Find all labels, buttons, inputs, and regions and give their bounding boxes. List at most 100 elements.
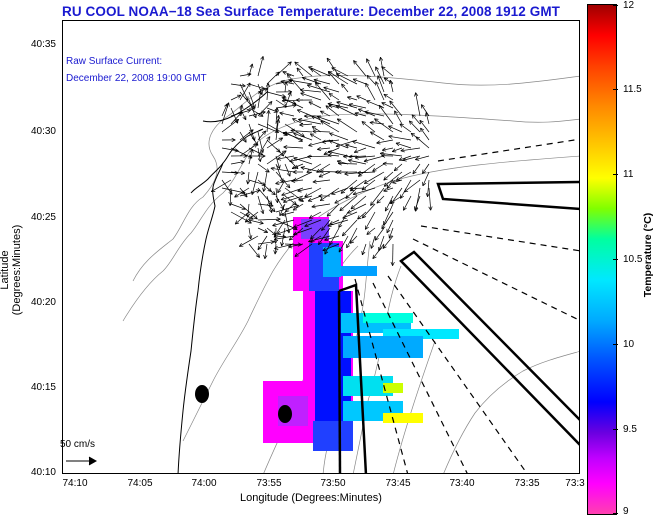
current-vector-icon [261, 153, 266, 157]
current-vector-icon [313, 79, 331, 85]
current-vector-icon [278, 137, 283, 139]
current-vector-icon [379, 153, 384, 156]
current-vector-icon [257, 203, 274, 207]
current-vector-icon [357, 172, 361, 177]
current-vector-icon [280, 199, 286, 201]
current-vector-icon [247, 180, 251, 185]
current-vector-icon [364, 171, 385, 184]
station-marker-icon[interactable] [278, 405, 292, 423]
current-vector-icon [275, 61, 292, 77]
current-vector-icon [273, 250, 276, 255]
current-vector-icon [370, 244, 372, 249]
current-vector-icon [366, 75, 369, 80]
current-vector-icon [247, 109, 251, 113]
current-vector-icon [274, 245, 278, 249]
current-vector-icon [270, 241, 275, 245]
map-canvas[interactable] [63, 21, 580, 474]
current-vector-icon [247, 213, 251, 218]
current-vector-icon [248, 131, 259, 146]
current-vector-icon [255, 215, 258, 220]
current-vector-icon [292, 171, 297, 175]
current-vector-icon [352, 194, 358, 196]
current-vector-icon [324, 237, 328, 241]
current-vector-icon [338, 211, 349, 228]
current-vector-icon [277, 155, 295, 160]
current-vector-icon [361, 243, 367, 256]
current-vector-icon [421, 104, 425, 107]
current-vector-icon [275, 104, 297, 109]
xtick-label: 73:45 [385, 478, 411, 489]
map-area[interactable] [62, 20, 580, 474]
current-vector-icon [349, 235, 358, 244]
current-vector-icon [415, 187, 421, 212]
xtick-label: 74:00 [191, 478, 217, 489]
current-vector-icon [354, 111, 359, 114]
current-vector-icon [345, 143, 350, 146]
current-vector-icon [350, 179, 367, 192]
current-vector-icon [392, 179, 403, 184]
current-vector-icon [281, 96, 286, 99]
current-vector-icon [230, 94, 242, 101]
current-vector-icon [248, 149, 253, 165]
current-vector-icon [366, 100, 385, 109]
current-vector-icon [389, 79, 393, 84]
current-vector-icon [375, 81, 379, 85]
current-vector-icon [383, 171, 403, 187]
current-vector-icon [239, 235, 259, 247]
current-vector-icon [324, 235, 340, 241]
current-vector-icon [317, 146, 321, 150]
current-vector-icon [287, 61, 292, 64]
current-vector-icon [329, 242, 334, 246]
current-vector-icon [361, 121, 364, 126]
current-vector-icon [285, 210, 290, 213]
current-vector-icon [381, 153, 386, 156]
current-vector-icon [324, 251, 329, 255]
current-vector-icon [288, 78, 293, 81]
current-vector-icon [349, 102, 354, 105]
current-vector-icon [392, 179, 396, 184]
current-vector-icon [300, 167, 305, 171]
current-vector-icon [354, 112, 367, 117]
current-vector-icon [292, 104, 297, 108]
current-vector-icon [348, 103, 353, 107]
current-vector-icon [327, 225, 332, 228]
current-vector-icon [234, 196, 239, 198]
xtick-label: 73:40 [449, 478, 475, 489]
colorbar-tick [613, 174, 618, 175]
current-vector-icon [248, 219, 252, 224]
current-vector-icon [400, 147, 421, 152]
current-vector-icon [231, 190, 233, 195]
current-vector-icon [275, 179, 295, 185]
current-vector-icon [307, 156, 312, 159]
current-vector-icon [361, 250, 363, 255]
current-vector-icon [328, 140, 332, 144]
current-vector-icon [275, 107, 278, 125]
current-vector-icon [363, 158, 368, 162]
current-vector-icon [304, 219, 322, 227]
current-vector-icon [379, 151, 385, 154]
current-vector-icon [302, 76, 307, 78]
radar-sectors [337, 138, 579, 473]
current-vector-icon [345, 196, 350, 199]
current-vector-icon [383, 178, 388, 181]
current-vector-icon [304, 187, 322, 198]
current-vector-icon [248, 107, 264, 117]
colorbar-tick [613, 89, 618, 90]
current-vector-icon [310, 68, 314, 73]
current-vector-icon [291, 180, 296, 183]
current-vector-icon [328, 93, 332, 98]
current-vector-icon [258, 253, 260, 258]
current-vector-icon [239, 91, 255, 110]
current-vector-icon [250, 235, 253, 240]
current-vector-icon [386, 186, 391, 189]
current-vector-icon [304, 223, 308, 227]
current-vector-icon [273, 233, 275, 238]
current-vector-icon [381, 66, 386, 68]
current-vector-icon [296, 164, 299, 169]
current-vector-icon [320, 187, 340, 201]
current-vector-icon [267, 168, 270, 173]
station-marker-icon[interactable] [195, 385, 209, 403]
current-vector-icon [310, 227, 322, 240]
current-vector-icon [365, 82, 370, 86]
current-vector-icon [304, 115, 308, 119]
